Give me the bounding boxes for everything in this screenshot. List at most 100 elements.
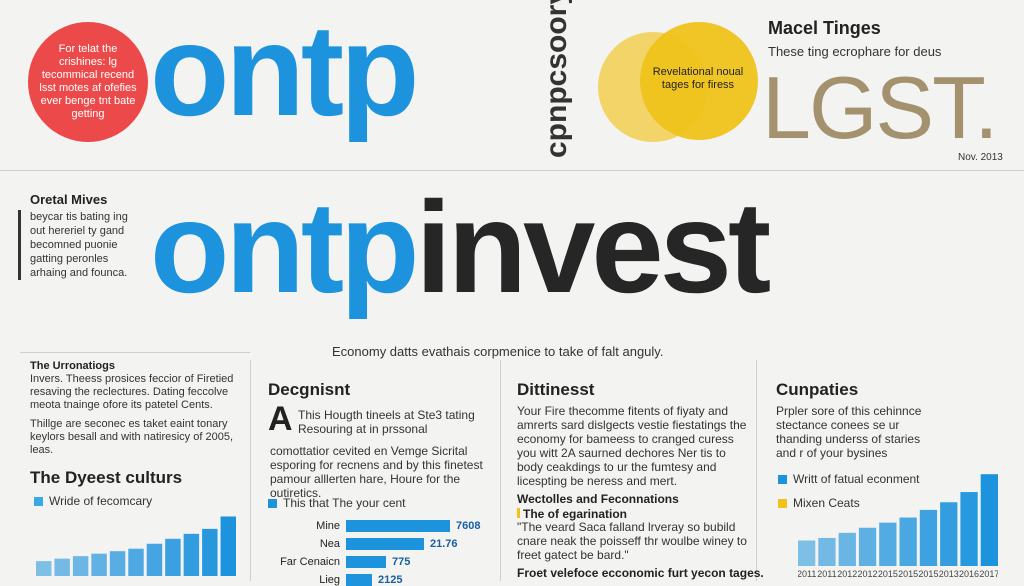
hero-word: ontp	[150, 0, 420, 143]
col2-legend: This that The your cent	[268, 496, 406, 510]
bar	[798, 540, 816, 566]
col4-title: Cunpaties	[776, 380, 859, 399]
divider	[20, 352, 250, 353]
yellow-circles: Revelational noual tages for firess	[598, 22, 758, 142]
bar	[858, 527, 877, 566]
legend-swatch	[34, 497, 43, 507]
left-note-body: beycar tis bating ing out hereriel ty ga…	[30, 211, 128, 279]
column-divider	[756, 360, 757, 581]
tick-label: 2016	[959, 569, 979, 579]
col1-body-2: Thillge are seconec es taket eaint tonar…	[30, 418, 233, 456]
bar	[202, 528, 218, 576]
legend-label: Wride of fecomcary	[49, 494, 153, 508]
bar	[818, 537, 836, 566]
bar-value: 2125	[378, 574, 403, 586]
bar	[980, 474, 998, 566]
col3-body: Your Fire thecomme fitents of fiyaty and…	[517, 404, 747, 488]
tick-label: 2015	[898, 569, 918, 579]
bar	[346, 538, 424, 550]
col4-legend-1: Writt of fatual econment	[778, 472, 920, 486]
issue-date: Nov. 2013	[958, 152, 1003, 163]
bar-row: Lieg 2125	[270, 574, 480, 586]
tick-label: 2015	[918, 569, 938, 579]
tagline: Economy datts evathais corpmenice to tak…	[332, 344, 664, 359]
bar	[146, 543, 163, 576]
bar	[165, 538, 181, 576]
legend-label: Writt of fatual econment	[793, 472, 920, 486]
hero-headline-dark: invest	[415, 174, 772, 320]
accent-mark	[517, 508, 520, 518]
col4-legend-2: Mixen Ceats	[778, 496, 860, 510]
column-divider	[500, 360, 501, 581]
bar	[183, 533, 200, 576]
tick-label: 2012	[858, 569, 878, 579]
tick-label: 2015	[878, 569, 898, 579]
bar-label: Nea	[319, 538, 340, 550]
col1-subtitle: The Dyeest culturs	[30, 468, 183, 487]
side-title: Macel Tinges	[768, 18, 881, 38]
side-big-word: LGST.	[762, 58, 999, 157]
legend-label: This that The your cent	[283, 496, 406, 510]
left-note-accent	[18, 210, 21, 280]
bar	[346, 556, 386, 568]
col3-subtitle: Wectolles and Feconnations	[517, 492, 679, 506]
tick-label: 2011	[817, 569, 836, 579]
bar	[346, 574, 372, 586]
col4-body: Prpler sore of this cehinnce stectance c…	[776, 404, 922, 460]
bar-row: Mine 7608	[270, 520, 480, 532]
col3-title: Dittinesst	[517, 380, 595, 399]
col1-body: Invers. Theess prosices feccior of Firet…	[30, 373, 234, 411]
bar-row: Far Cenaicn 775	[270, 556, 480, 568]
bar	[109, 551, 126, 576]
vertical-word: cpnpcsoory	[540, 0, 573, 158]
bar	[899, 517, 917, 566]
bar	[91, 553, 107, 576]
tick-label: 2012	[837, 569, 857, 579]
bar-label: Lieg	[319, 574, 340, 586]
col1-title: The Urronatiogs	[30, 360, 115, 372]
col3-subtitle-2: The of egarination	[517, 507, 627, 521]
hero-headline-blue: ontp	[150, 174, 420, 320]
column-divider	[250, 360, 251, 581]
legend-swatch	[778, 499, 787, 509]
bar	[220, 516, 236, 576]
circle-text: Revelational noual tages for firess	[652, 66, 744, 91]
legend-swatch	[778, 475, 787, 485]
bar	[838, 532, 856, 566]
bar	[960, 492, 978, 566]
col2-bar-list: Mine 7608 Nea 21.76 Far Cenaicn 775 Lieg…	[270, 520, 480, 586]
bar-label: Mine	[316, 520, 340, 532]
side-subtitle: These ting ecrophare for deus	[768, 44, 942, 59]
bar	[72, 556, 89, 576]
bar	[36, 561, 52, 576]
bar-value: 7608	[456, 520, 481, 532]
col2-body-2: comottatior cevited en Vemge Sicrital es…	[270, 444, 483, 500]
tick-label: 2011	[798, 569, 816, 579]
tick-label: 2017	[979, 569, 998, 579]
col1-legend: Wride of fecomcary	[34, 494, 152, 508]
bar	[940, 502, 958, 566]
col3-footer: Froet velefoce ecconomic furt yecon tage…	[517, 566, 764, 580]
legend-swatch	[268, 499, 277, 509]
col4-bar-chart: 2011 2011 2012 2012 2015 2015 2015 2013 2016 2017	[798, 474, 998, 579]
badge-text: For telat the crishines: lg tecommical r…	[39, 43, 137, 120]
col2-title: Decgnisnt	[268, 380, 351, 399]
red-badge: For telat the crishines: lg tecommical r…	[28, 22, 148, 142]
divider	[0, 170, 1024, 171]
drop-cap: A	[268, 400, 293, 438]
col1-bar-chart	[36, 516, 236, 576]
legend-label: Mixen Ceats	[793, 496, 860, 510]
bar	[128, 548, 144, 576]
bar-label: Far Cenaicn	[280, 556, 340, 568]
col2-body: This Hougth tineels at Ste3 tating Resou…	[298, 408, 475, 436]
tick-label: 2013	[939, 569, 959, 579]
bar-value: 21.76	[430, 538, 458, 550]
bar-row: Nea 21.76	[270, 538, 480, 550]
bar-value: 775	[392, 556, 411, 568]
bar	[879, 522, 897, 566]
col3-quote: "The veard Saca falland lrveray so bubil…	[517, 520, 747, 562]
bar	[346, 520, 450, 532]
col3-subtitle-2-text: The of egarination	[523, 507, 628, 521]
hero-headline: ontpinvest	[150, 182, 771, 312]
bar	[54, 558, 70, 576]
